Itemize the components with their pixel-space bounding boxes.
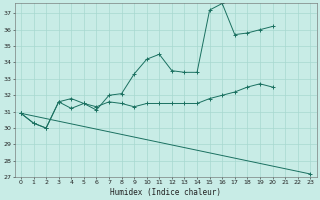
X-axis label: Humidex (Indice chaleur): Humidex (Indice chaleur) bbox=[110, 188, 221, 197]
